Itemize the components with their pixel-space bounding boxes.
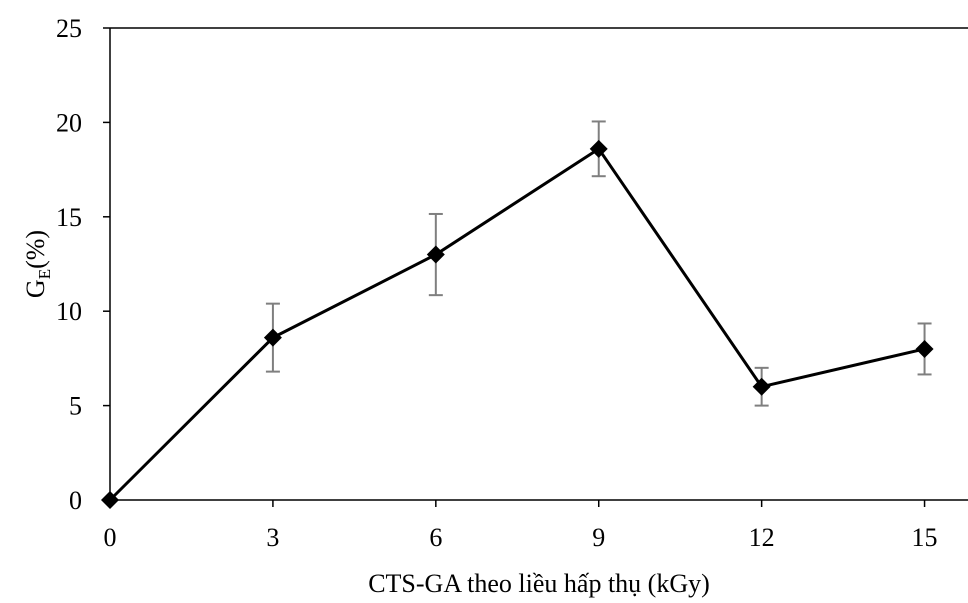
plot-area: [109, 27, 968, 501]
data-point: [101, 491, 119, 509]
y-axis-title-suffix: (%): [21, 230, 50, 269]
data-point: [263, 328, 282, 347]
x-tick-label: 12: [749, 523, 775, 552]
x-tick-label: 3: [266, 523, 279, 552]
x-axis-title: CTS-GA theo liều hấp thụ (kGy): [368, 569, 710, 598]
data-point: [752, 377, 771, 396]
x-tick-label: 0: [104, 523, 117, 552]
error-bars: [265, 120, 932, 407]
data-point: [426, 245, 445, 264]
x-axis-ticks: 0 3 6 9 12 15: [104, 500, 938, 552]
y-tick-label: 0: [69, 486, 82, 515]
y-tick-label: 5: [69, 392, 82, 421]
x-tick-label: 9: [592, 523, 605, 552]
x-tick-label: 6: [429, 523, 442, 552]
y-axis-title-main: G: [21, 279, 50, 298]
y-tick-label: 15: [56, 203, 82, 232]
y-axis-ticks: 0 5 10 15 20 25: [56, 14, 110, 515]
data-point: [915, 339, 934, 358]
y-tick-label: 10: [56, 297, 82, 326]
y-axis-title-subscript: E: [35, 269, 54, 279]
data-markers: [101, 139, 934, 509]
data-point: [589, 139, 608, 158]
y-axis-title: GE(%): [21, 230, 54, 298]
y-tick-label: 25: [56, 14, 82, 43]
x-tick-label: 15: [912, 523, 938, 552]
series-line-group: [108, 147, 925, 502]
series-line: [108, 147, 925, 502]
y-tick-label: 20: [56, 108, 82, 137]
